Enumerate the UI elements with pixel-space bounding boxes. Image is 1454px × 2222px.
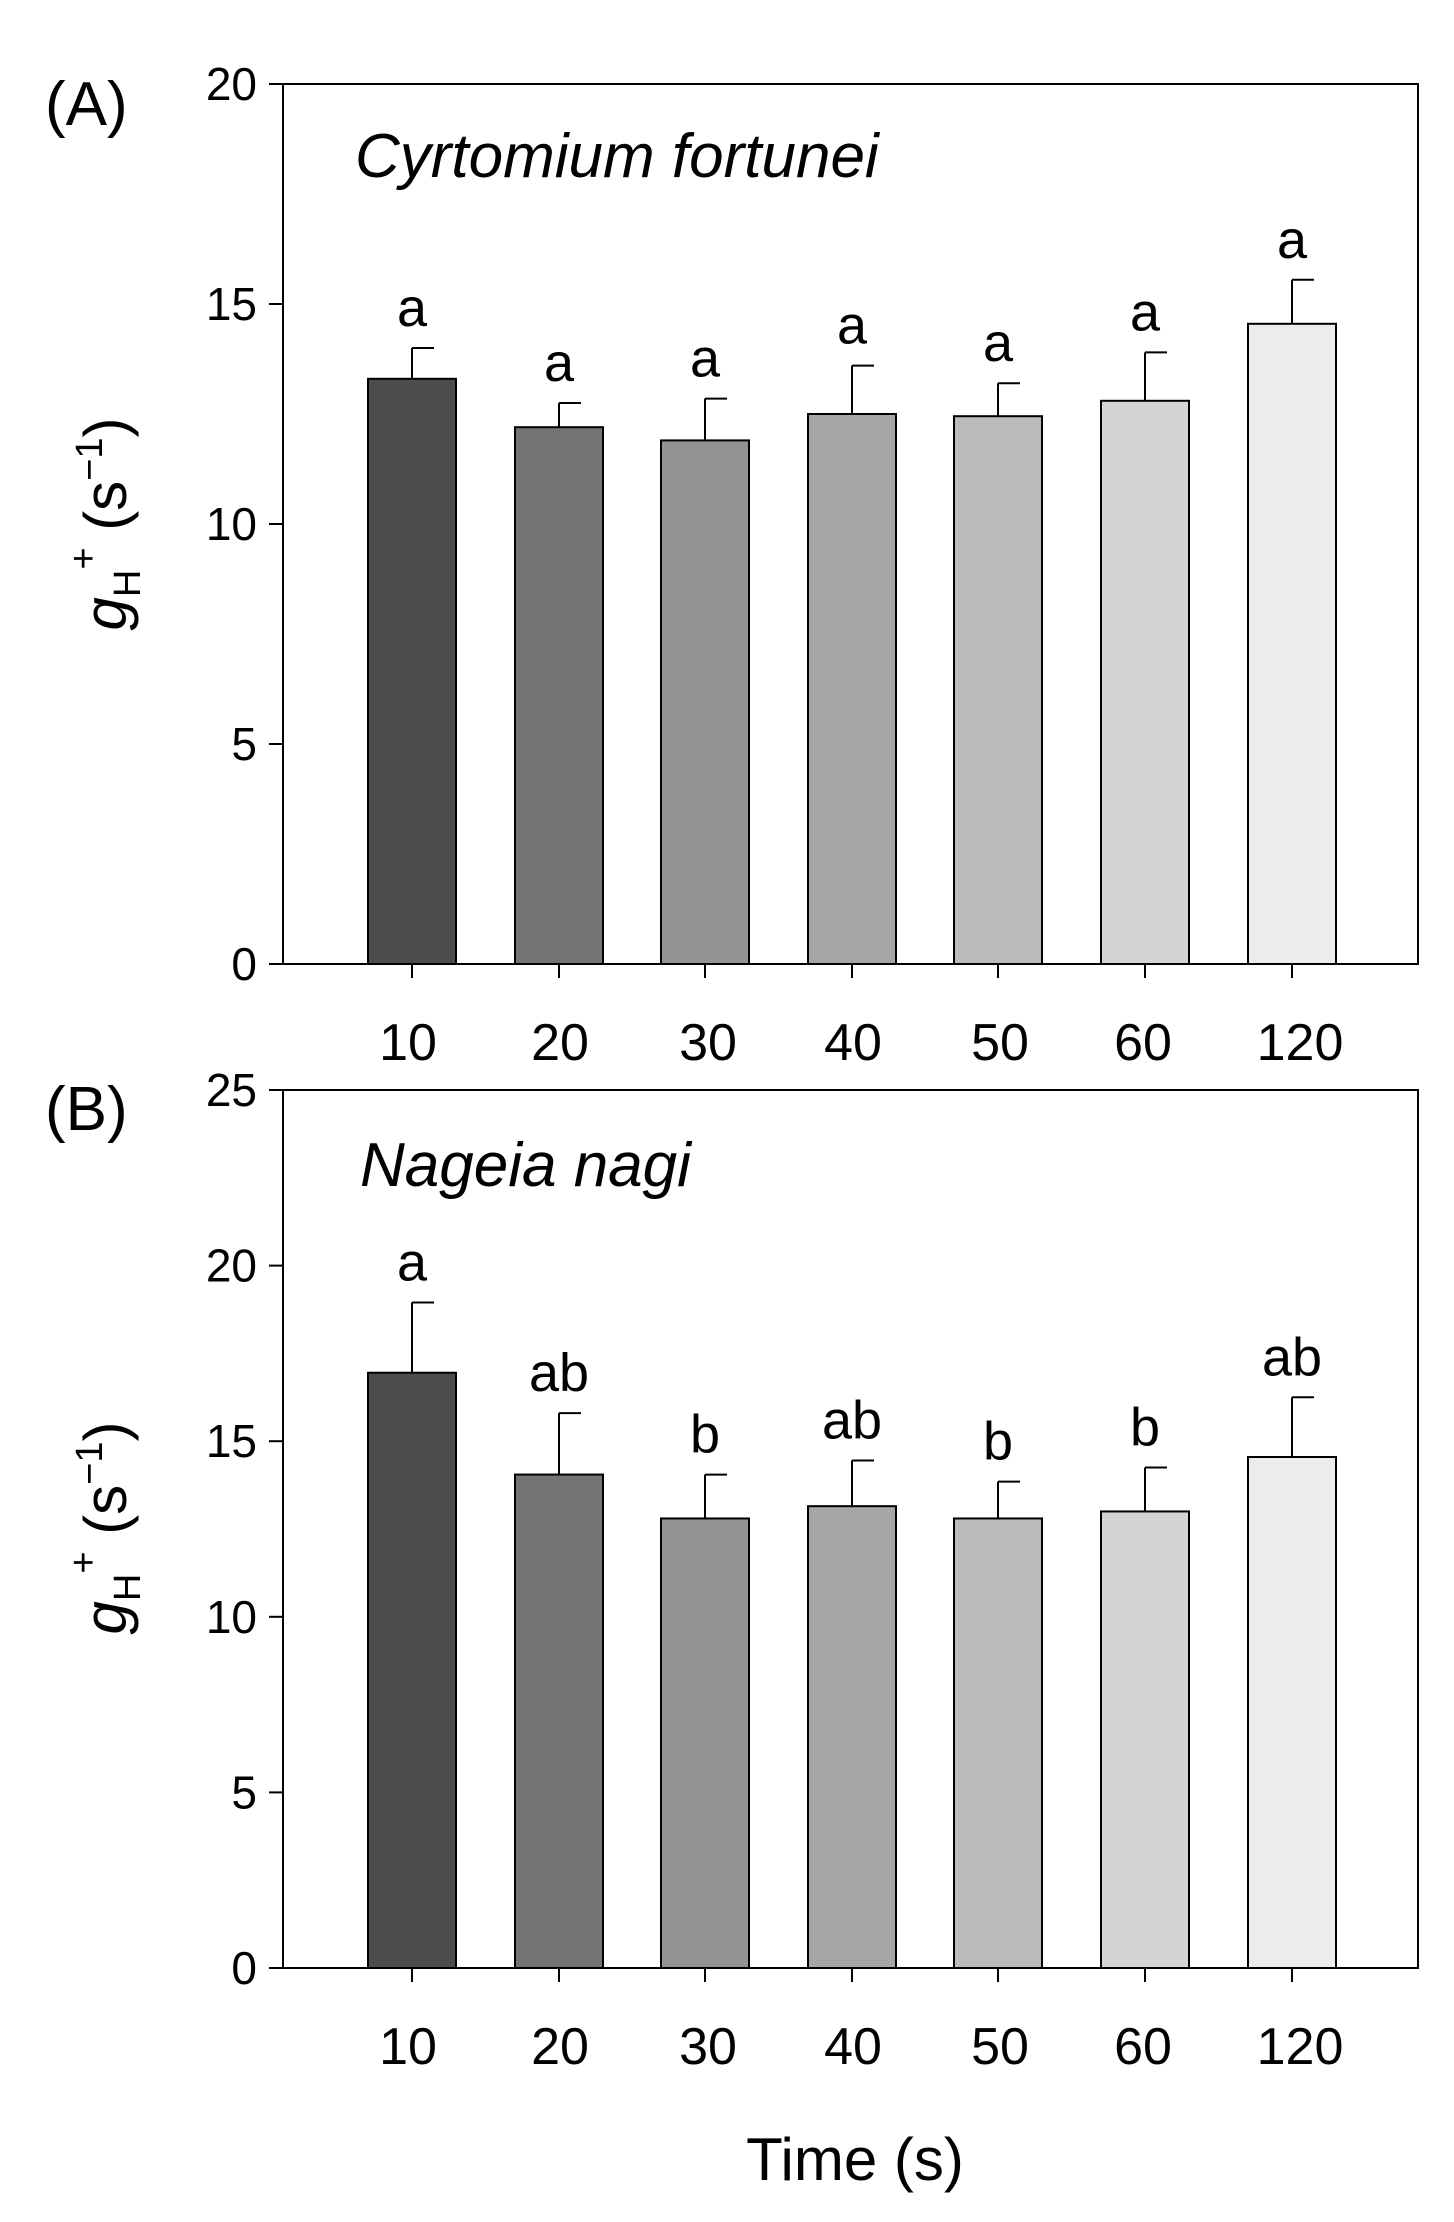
panel-label: (A) [45, 70, 128, 139]
y-axis-title-symbol: g [72, 1601, 139, 1634]
x-tick-label: 30 [679, 1014, 737, 1072]
y-tick-label: 20 [206, 1240, 257, 1292]
y-axis-title: gH+ (s−1) [63, 1422, 149, 1635]
y-axis-title-unit-close: ) [72, 1422, 139, 1442]
bar [953, 415, 1043, 965]
significance-label: a [690, 329, 721, 389]
bar [514, 1473, 604, 1969]
y-axis-title-unit-open: (s [72, 1485, 139, 1552]
y-tick-label: 5 [231, 1766, 257, 1818]
x-tick-label: 50 [971, 2018, 1029, 2076]
significance-label: a [983, 313, 1014, 373]
significance-label: b [690, 1405, 720, 1465]
significance-label: ab [1262, 1327, 1322, 1387]
species-title: Cyrtomium fortunei [355, 122, 881, 191]
significance-label: a [397, 1232, 428, 1292]
y-axis-title-unit-close: ) [72, 418, 139, 438]
y-tick-label: 20 [206, 58, 257, 110]
significance-label: a [1277, 210, 1308, 270]
significance-label: a [1130, 282, 1161, 342]
y-axis-title-subscript: H [107, 570, 149, 597]
x-tick-label: 20 [531, 1014, 589, 1072]
y-axis-title-unit-exp: −1 [69, 437, 111, 480]
y-axis-title-superscript: + [63, 1551, 105, 1573]
y-tick-label: 0 [231, 938, 257, 990]
y-axis-title-symbol: g [72, 597, 139, 630]
y-tick-label: 15 [206, 278, 257, 330]
significance-label: a [397, 278, 428, 338]
x-tick-label: 40 [824, 1014, 882, 1072]
bar [1247, 1456, 1337, 1970]
significance-label: a [837, 296, 868, 356]
bar [660, 439, 750, 965]
bar [514, 426, 604, 965]
significance-label: ab [529, 1343, 589, 1403]
y-axis-title-superscript: + [63, 547, 105, 569]
x-tick-label: 40 [824, 2018, 882, 2076]
significance-label: b [1130, 1398, 1160, 1458]
bar [807, 1505, 897, 1969]
y-axis-title: gH+ (s−1) [63, 418, 149, 631]
x-tick-label: 120 [1257, 1014, 1344, 1072]
bar [1100, 1510, 1190, 1969]
x-tick-label: 50 [971, 1014, 1029, 1072]
species-title: Nageia nagi [360, 1131, 693, 1200]
y-tick-label: 0 [231, 1942, 257, 1994]
bar [1100, 399, 1190, 965]
bar [953, 1517, 1043, 1969]
bar [660, 1517, 750, 1969]
bar [807, 413, 897, 965]
bar [367, 1371, 457, 1969]
bar [367, 377, 457, 965]
panel-b: 0 5 10 15 20 25 a 10 ab 20 b 30 ab 40 b 50 b 60 ab 120 (B) Na… [45, 1064, 1419, 2076]
bar [1247, 322, 1337, 965]
x-tick-label: 30 [679, 2018, 737, 2076]
x-tick-label: 60 [1114, 2018, 1172, 2076]
y-tick-label: 5 [231, 718, 257, 770]
y-axis-title-subscript: H [107, 1574, 149, 1601]
x-tick-label: 60 [1114, 1014, 1172, 1072]
y-axis-title-unit-open: (s [72, 481, 139, 548]
significance-label: b [983, 1412, 1013, 1472]
panel-a: 0 5 10 15 20 a 10 a 20 a 30 a 40 a 50 a 60 a 120 (A) Cyrtomi… [45, 58, 1419, 1072]
y-tick-label: 25 [206, 1064, 257, 1116]
y-axis-title-unit-exp: −1 [69, 1441, 111, 1484]
x-tick-label: 10 [379, 1014, 437, 1072]
x-axis-title: Time (s) [746, 2126, 964, 2193]
significance-label: a [544, 333, 575, 393]
significance-label: ab [822, 1391, 882, 1451]
x-tick-label: 10 [379, 2018, 437, 2076]
y-tick-label: 15 [206, 1415, 257, 1467]
panel-label: (B) [45, 1075, 128, 1144]
x-tick-label: 120 [1257, 2018, 1344, 2076]
x-tick-label: 20 [531, 2018, 589, 2076]
y-tick-label: 10 [206, 498, 257, 550]
y-tick-label: 10 [206, 1591, 257, 1643]
